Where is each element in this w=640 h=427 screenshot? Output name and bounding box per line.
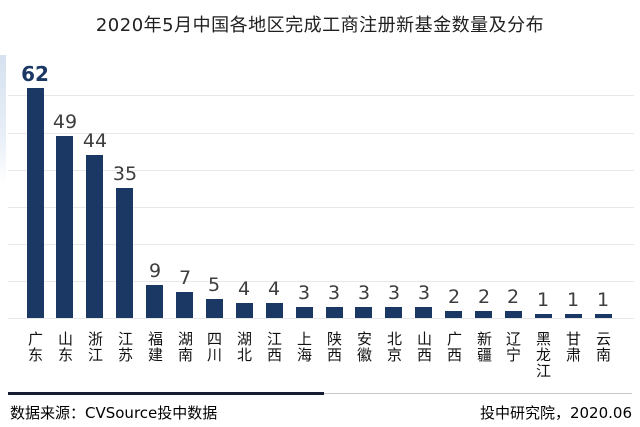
- category-label-福建: 福建: [146, 331, 164, 363]
- value-label-陕西: 3: [327, 282, 341, 304]
- data-source-text: 数据来源：CVSource投中数据: [10, 403, 218, 422]
- bar-浙江: [86, 155, 103, 318]
- value-label-广西: 2: [447, 286, 461, 308]
- category-label-湖南: 湖南: [176, 331, 194, 363]
- footer-divider-accent: [8, 392, 324, 395]
- category-label-江苏: 江苏: [116, 331, 134, 363]
- bar-四川: [206, 299, 223, 318]
- category-label-山西: 山西: [415, 331, 433, 363]
- value-label-江苏: 35: [112, 163, 138, 185]
- value-label-福建: 9: [148, 260, 162, 282]
- category-label-陕西: 陕西: [325, 331, 343, 363]
- footer: 数据来源：CVSource投中数据 投中研究院，2020.06: [10, 401, 632, 423]
- value-label-四川: 5: [207, 274, 221, 296]
- category-label-上海: 上海: [295, 331, 313, 363]
- gridline-60: [8, 95, 634, 96]
- gridline-40: [8, 170, 634, 171]
- category-label-黑龙江: 黑龙江: [534, 331, 552, 379]
- bar-湖北: [236, 303, 253, 318]
- left-accent-strip: [0, 55, 6, 185]
- bar-甘肃: [565, 314, 582, 318]
- gridline-20: [8, 244, 634, 245]
- value-label-北京: 3: [387, 282, 401, 304]
- value-label-云南: 1: [596, 289, 610, 311]
- category-label-广西: 广西: [445, 331, 463, 363]
- value-label-山西: 3: [417, 282, 431, 304]
- bar-辽宁: [505, 311, 522, 318]
- value-label-辽宁: 2: [506, 286, 520, 308]
- bar-湖南: [176, 292, 193, 318]
- bar-安徽: [355, 307, 372, 318]
- category-label-安徽: 安徽: [355, 331, 373, 363]
- bar-北京: [385, 307, 402, 318]
- bar-黑龙江: [535, 314, 552, 318]
- category-label-湖北: 湖北: [235, 331, 253, 363]
- value-label-广东: 62: [21, 62, 49, 86]
- bar-广西: [445, 311, 462, 318]
- value-label-湖北: 4: [237, 278, 251, 300]
- category-label-浙江: 浙江: [86, 331, 104, 363]
- value-label-甘肃: 1: [566, 289, 580, 311]
- value-label-黑龙江: 1: [536, 289, 550, 311]
- value-label-新疆: 2: [477, 286, 491, 308]
- category-label-云南: 云南: [594, 331, 612, 363]
- category-label-广东: 广东: [26, 331, 44, 363]
- gridline-50: [8, 133, 634, 134]
- bar-新疆: [475, 311, 492, 318]
- bar-山西: [415, 307, 432, 318]
- gridline-30: [8, 207, 634, 208]
- bar-山东: [56, 136, 73, 318]
- bar-上海: [296, 307, 313, 318]
- category-label-北京: 北京: [385, 331, 403, 363]
- bar-广东: [27, 88, 44, 318]
- bar-陕西: [326, 307, 343, 318]
- publisher-text: 投中研究院，2020.06: [479, 403, 632, 422]
- value-label-湖南: 7: [178, 267, 192, 289]
- gridline-0: [8, 318, 634, 319]
- gridline-10: [8, 281, 634, 282]
- category-label-辽宁: 辽宁: [504, 331, 522, 363]
- value-label-浙江: 44: [82, 130, 108, 152]
- footer-divider: [8, 392, 632, 395]
- category-label-甘肃: 甘肃: [564, 331, 582, 363]
- bar-云南: [595, 314, 612, 318]
- bar-江苏: [116, 188, 133, 318]
- bar-江西: [266, 303, 283, 318]
- category-label-江西: 江西: [265, 331, 283, 363]
- value-label-山东: 49: [52, 111, 78, 133]
- category-label-新疆: 新疆: [475, 331, 493, 363]
- chart-title: 2020年5月中国各地区完成工商注册新基金数量及分布: [95, 15, 545, 36]
- value-label-安徽: 3: [357, 282, 371, 304]
- bar-福建: [146, 285, 163, 318]
- category-label-四川: 四川: [205, 331, 223, 363]
- value-label-江西: 4: [267, 278, 281, 300]
- category-label-山东: 山东: [56, 331, 74, 363]
- value-label-上海: 3: [297, 282, 311, 304]
